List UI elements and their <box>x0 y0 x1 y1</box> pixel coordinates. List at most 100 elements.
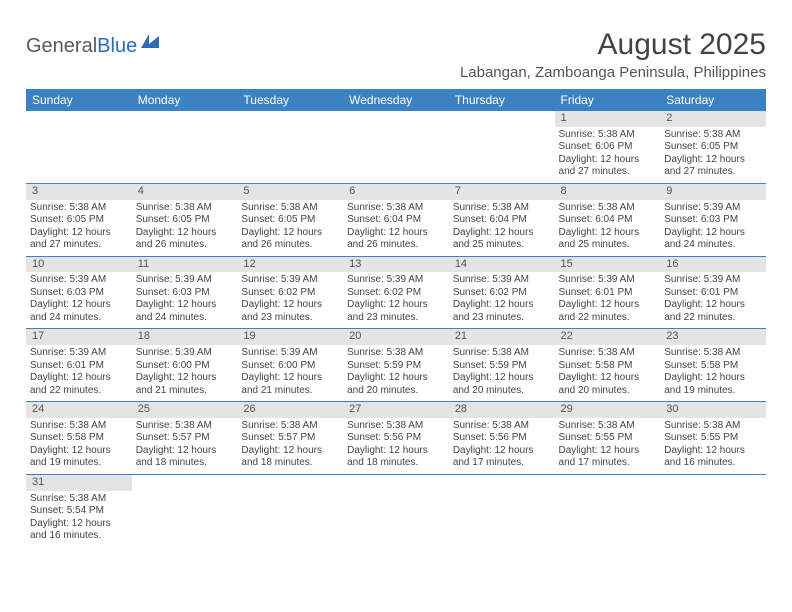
day-line: Sunrise: 5:38 AM <box>30 493 128 506</box>
day-body: Sunrise: 5:38 AMSunset: 5:59 PMDaylight:… <box>449 345 555 401</box>
day-line: Sunrise: 5:38 AM <box>453 420 551 433</box>
day-body: Sunrise: 5:38 AMSunset: 6:04 PMDaylight:… <box>343 200 449 256</box>
day-line: Daylight: 12 hours <box>453 299 551 312</box>
day-number: 31 <box>26 475 132 491</box>
month-title: August 2025 <box>460 28 766 62</box>
day-line: Daylight: 12 hours <box>30 518 128 531</box>
day-line: Sunset: 6:01 PM <box>664 287 762 300</box>
weekday-heading: Thursday <box>449 89 555 111</box>
day-line: and 19 minutes. <box>664 385 762 398</box>
day-line: Daylight: 12 hours <box>559 227 657 240</box>
calendar-cell: 1Sunrise: 5:38 AMSunset: 6:06 PMDaylight… <box>555 111 661 183</box>
logo: GeneralBlue <box>26 34 167 58</box>
day-line: Sunrise: 5:39 AM <box>664 202 762 215</box>
day-line: Daylight: 12 hours <box>664 154 762 167</box>
day-line: and 20 minutes. <box>559 385 657 398</box>
day-line: Sunset: 6:03 PM <box>664 214 762 227</box>
day-line: Sunrise: 5:38 AM <box>559 420 657 433</box>
day-line: and 26 minutes. <box>241 239 339 252</box>
day-line: Daylight: 12 hours <box>664 299 762 312</box>
day-number: 23 <box>660 329 766 345</box>
day-line: Sunrise: 5:39 AM <box>241 347 339 360</box>
day-line: Sunrise: 5:39 AM <box>664 274 762 287</box>
weekday-heading: Friday <box>555 89 661 111</box>
weekday-heading: Saturday <box>660 89 766 111</box>
day-line: Daylight: 12 hours <box>664 227 762 240</box>
day-number: 4 <box>132 184 238 200</box>
calendar-cell: 12Sunrise: 5:39 AMSunset: 6:02 PMDayligh… <box>237 256 343 329</box>
day-line: Sunset: 6:02 PM <box>453 287 551 300</box>
calendar-cell: 15Sunrise: 5:39 AMSunset: 6:01 PMDayligh… <box>555 256 661 329</box>
day-line: Sunrise: 5:38 AM <box>453 347 551 360</box>
day-line: and 23 minutes. <box>241 312 339 325</box>
day-body: Sunrise: 5:38 AMSunset: 5:55 PMDaylight:… <box>660 418 766 474</box>
day-line: Sunset: 5:56 PM <box>347 432 445 445</box>
day-line: Daylight: 12 hours <box>136 299 234 312</box>
day-line: Sunset: 5:58 PM <box>664 360 762 373</box>
logo-text-1: General <box>26 35 97 58</box>
day-line: Sunrise: 5:38 AM <box>559 129 657 142</box>
day-line: Sunset: 5:55 PM <box>664 432 762 445</box>
calendar-cell <box>449 474 555 546</box>
calendar-row: 17Sunrise: 5:39 AMSunset: 6:01 PMDayligh… <box>26 329 766 402</box>
day-line: and 23 minutes. <box>453 312 551 325</box>
day-line: Daylight: 12 hours <box>559 445 657 458</box>
calendar-cell: 10Sunrise: 5:39 AMSunset: 6:03 PMDayligh… <box>26 256 132 329</box>
calendar-cell: 14Sunrise: 5:39 AMSunset: 6:02 PMDayligh… <box>449 256 555 329</box>
day-line: Daylight: 12 hours <box>664 445 762 458</box>
day-line: and 25 minutes. <box>453 239 551 252</box>
day-body: Sunrise: 5:39 AMSunset: 6:00 PMDaylight:… <box>132 345 238 401</box>
calendar-cell <box>237 474 343 546</box>
day-line: Sunset: 6:06 PM <box>559 141 657 154</box>
day-number: 12 <box>237 257 343 273</box>
day-line: Sunrise: 5:38 AM <box>136 202 234 215</box>
calendar-cell: 16Sunrise: 5:39 AMSunset: 6:01 PMDayligh… <box>660 256 766 329</box>
day-line: Sunrise: 5:39 AM <box>241 274 339 287</box>
day-body: Sunrise: 5:39 AMSunset: 6:03 PMDaylight:… <box>660 200 766 256</box>
calendar-cell <box>132 474 238 546</box>
calendar-cell: 11Sunrise: 5:39 AMSunset: 6:03 PMDayligh… <box>132 256 238 329</box>
day-line: Sunset: 5:59 PM <box>347 360 445 373</box>
day-line: and 18 minutes. <box>136 457 234 470</box>
day-line: and 21 minutes. <box>136 385 234 398</box>
day-number: 28 <box>449 402 555 418</box>
calendar-row: 10Sunrise: 5:39 AMSunset: 6:03 PMDayligh… <box>26 256 766 329</box>
calendar-cell: 13Sunrise: 5:39 AMSunset: 6:02 PMDayligh… <box>343 256 449 329</box>
day-line: Sunset: 6:05 PM <box>664 141 762 154</box>
day-line: Daylight: 12 hours <box>241 372 339 385</box>
day-body: Sunrise: 5:39 AMSunset: 6:02 PMDaylight:… <box>237 272 343 328</box>
day-line: and 24 minutes. <box>136 312 234 325</box>
day-line: Daylight: 12 hours <box>30 372 128 385</box>
calendar-cell: 25Sunrise: 5:38 AMSunset: 5:57 PMDayligh… <box>132 402 238 475</box>
calendar-row: 31Sunrise: 5:38 AMSunset: 5:54 PMDayligh… <box>26 474 766 546</box>
day-body: Sunrise: 5:39 AMSunset: 6:01 PMDaylight:… <box>660 272 766 328</box>
day-line: Sunset: 6:05 PM <box>30 214 128 227</box>
day-line: and 26 minutes. <box>347 239 445 252</box>
day-line: Sunset: 6:03 PM <box>30 287 128 300</box>
day-line: Daylight: 12 hours <box>30 227 128 240</box>
location: Labangan, Zamboanga Peninsula, Philippin… <box>460 64 766 81</box>
day-body: Sunrise: 5:39 AMSunset: 6:03 PMDaylight:… <box>132 272 238 328</box>
day-line: and 27 minutes. <box>664 166 762 179</box>
day-body: Sunrise: 5:38 AMSunset: 6:04 PMDaylight:… <box>555 200 661 256</box>
calendar-cell: 3Sunrise: 5:38 AMSunset: 6:05 PMDaylight… <box>26 183 132 256</box>
day-number: 27 <box>343 402 449 418</box>
calendar-cell: 8Sunrise: 5:38 AMSunset: 6:04 PMDaylight… <box>555 183 661 256</box>
day-number: 30 <box>660 402 766 418</box>
calendar-row: 1Sunrise: 5:38 AMSunset: 6:06 PMDaylight… <box>26 111 766 183</box>
day-body: Sunrise: 5:38 AMSunset: 5:54 PMDaylight:… <box>26 491 132 547</box>
day-number: 20 <box>343 329 449 345</box>
day-line: Sunrise: 5:38 AM <box>241 420 339 433</box>
day-number: 13 <box>343 257 449 273</box>
day-line: Sunrise: 5:39 AM <box>453 274 551 287</box>
day-number: 5 <box>237 184 343 200</box>
day-line: Daylight: 12 hours <box>664 372 762 385</box>
day-number: 10 <box>26 257 132 273</box>
day-line: Sunrise: 5:38 AM <box>453 202 551 215</box>
day-line: and 22 minutes. <box>664 312 762 325</box>
day-body: Sunrise: 5:38 AMSunset: 5:58 PMDaylight:… <box>555 345 661 401</box>
calendar-cell: 4Sunrise: 5:38 AMSunset: 6:05 PMDaylight… <box>132 183 238 256</box>
day-body: Sunrise: 5:38 AMSunset: 6:05 PMDaylight:… <box>132 200 238 256</box>
day-number: 29 <box>555 402 661 418</box>
day-body: Sunrise: 5:38 AMSunset: 5:58 PMDaylight:… <box>660 345 766 401</box>
